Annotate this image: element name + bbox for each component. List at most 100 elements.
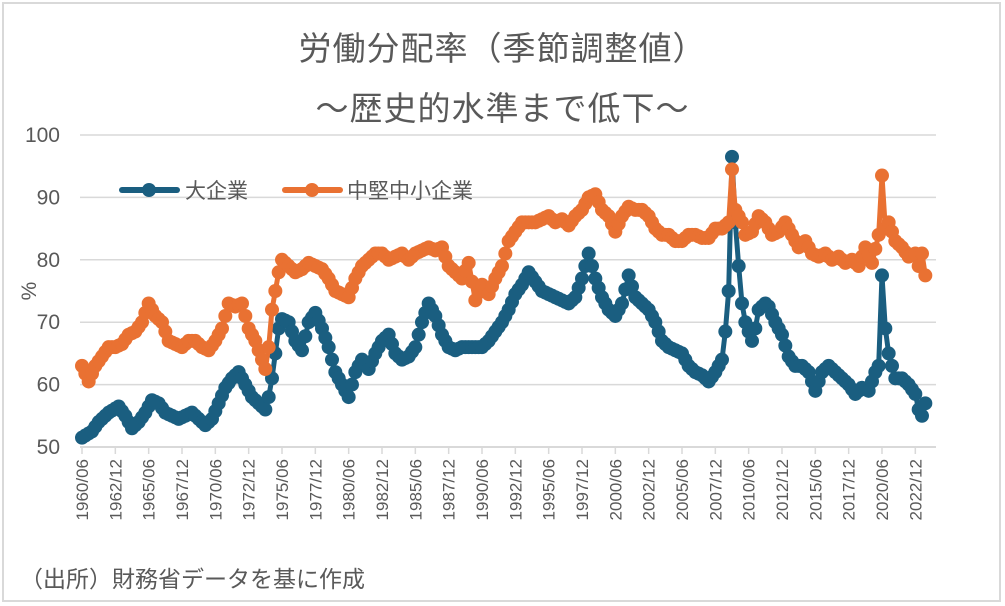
x-tick-label: 1967/12 [173, 459, 192, 520]
data-point [581, 246, 596, 261]
x-tick-label: 1982/12 [373, 459, 392, 520]
legend-label: 大企業 [185, 179, 248, 203]
data-point [214, 321, 229, 336]
data-point [778, 338, 793, 353]
x-tick-label: 1980/06 [340, 459, 359, 520]
data-point [718, 324, 733, 339]
data-point [884, 358, 899, 373]
data-point [258, 362, 273, 376]
data-point [238, 308, 253, 323]
legend-marker-icon [142, 183, 156, 197]
plot-area [75, 149, 933, 445]
source-note: （出所）財務省データを基に作成 [20, 567, 365, 593]
data-point [724, 149, 739, 164]
y-tick-label: 90 [37, 186, 60, 209]
y-tick-label: 100 [25, 124, 60, 147]
data-point [748, 321, 763, 336]
x-tick-label: 2020/06 [873, 459, 892, 520]
data-point [774, 327, 789, 342]
data-point [874, 168, 889, 183]
data-point [408, 340, 423, 355]
x-tick-label: 1992/12 [506, 459, 525, 520]
data-point [714, 352, 729, 367]
x-tick-label: 1972/12 [240, 459, 259, 520]
data-point [621, 268, 636, 283]
data-point [871, 358, 886, 373]
data-point [344, 377, 359, 392]
data-point [868, 241, 883, 256]
data-point [261, 340, 276, 355]
data-point [914, 408, 929, 423]
x-tick-label: 1977/12 [306, 459, 325, 520]
data-point [744, 333, 759, 348]
data-point [584, 259, 599, 274]
x-tick-label: 2005/06 [673, 459, 692, 520]
data-point [574, 271, 589, 286]
data-point [411, 327, 426, 342]
legend-marker-icon [305, 183, 319, 197]
data-point [268, 284, 283, 298]
x-tick-label: 1985/06 [406, 459, 425, 520]
data-point [298, 329, 313, 344]
data-point [724, 162, 739, 177]
data-point [734, 296, 749, 311]
data-point [624, 279, 639, 294]
data-point [878, 321, 893, 336]
x-tick-label: 1995/06 [540, 459, 559, 520]
data-point [261, 390, 276, 405]
y-axis-label: % [18, 282, 41, 301]
series-small-medium-enterprises [75, 162, 933, 389]
legend-label: 中堅中小企業 [347, 179, 473, 203]
data-point [324, 352, 339, 367]
x-tick-label: 1970/06 [206, 459, 225, 520]
data-point [461, 255, 476, 270]
data-point [908, 386, 923, 401]
x-tick-label: 2000/06 [606, 459, 625, 520]
data-point [341, 390, 356, 405]
x-tick-label: 1990/06 [473, 459, 492, 520]
series-large-enterprises [75, 149, 933, 445]
legend: 大企業 中堅中小企業 [119, 179, 473, 203]
x-tick-label: 2015/06 [806, 459, 825, 520]
x-tick-label: 2017/12 [840, 459, 859, 520]
data-point [721, 215, 736, 230]
y-tick-label: 60 [37, 374, 60, 397]
data-point [918, 268, 933, 283]
data-point [321, 340, 336, 355]
x-tick-label: 2002/12 [640, 459, 659, 520]
data-point [614, 296, 629, 311]
data-point [918, 396, 933, 411]
x-tick-label: 2012/12 [773, 459, 792, 520]
chart-subtitle: ～歴史的水準まで低下～ [315, 89, 690, 128]
x-tick-label: 2022/12 [906, 459, 925, 520]
data-point [258, 402, 273, 417]
data-point [218, 308, 233, 323]
legend-item: 中堅中小企業 [282, 179, 473, 203]
chart-title: 労働分配率（季節調整値） [298, 29, 707, 68]
data-point [734, 215, 749, 230]
x-tick-label: 2007/12 [706, 459, 725, 520]
y-tick-label: 70 [37, 311, 60, 334]
data-point [294, 343, 309, 358]
data-point [264, 302, 279, 317]
data-point [721, 284, 736, 298]
x-tick-label: 1997/12 [573, 459, 592, 520]
data-point [874, 268, 889, 283]
y-tick-label: 80 [37, 249, 60, 272]
x-tick-label: 1960/06 [73, 459, 92, 520]
data-point [498, 246, 513, 261]
x-tick-label: 1987/12 [440, 459, 459, 520]
data-point [914, 246, 929, 261]
data-point [731, 259, 746, 274]
x-axis: 1960/06 1962/12 1965/06 1967/12 1970/06 1972/… [73, 447, 925, 520]
x-tick-label: 1962/12 [106, 459, 125, 520]
y-tick-label: 50 [37, 436, 60, 459]
data-point [864, 255, 879, 270]
x-tick-label: 1975/06 [273, 459, 292, 520]
data-point [234, 296, 249, 311]
x-tick-label: 1965/06 [140, 459, 159, 520]
data-point [494, 259, 509, 274]
legend-item: 大企業 [119, 179, 248, 203]
